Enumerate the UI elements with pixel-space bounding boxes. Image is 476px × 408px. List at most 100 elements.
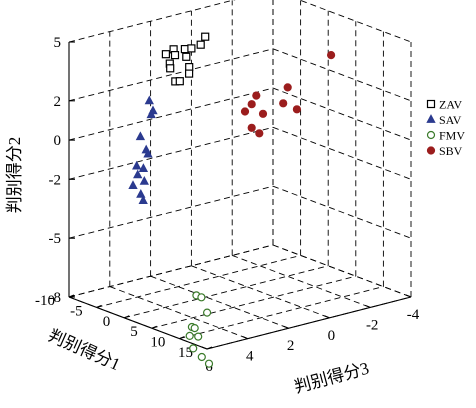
point-zav [196, 40, 205, 49]
grid-line [68, 244, 274, 298]
y-tick-mark [201, 346, 208, 350]
point-sav [139, 176, 149, 185]
point-fmv [189, 344, 198, 353]
legend-label-fmv: FMV [439, 129, 465, 143]
z-axis-label: 判别得分2 [5, 137, 24, 214]
grid-line [68, 87, 274, 141]
point-sbv [240, 107, 250, 116]
point-zav [170, 50, 180, 60]
legend-marker-sbv [426, 146, 436, 155]
point-sbv [247, 123, 256, 132]
data-markers [128, 32, 336, 368]
grid-line [272, 87, 412, 141]
x-tick-mark [96, 304, 102, 308]
y-tick-mark [324, 315, 330, 319]
axis-edges [68, 41, 412, 350]
point-sav [133, 169, 143, 179]
y-tick-label: 4 [246, 349, 254, 365]
grid-line [272, 126, 412, 180]
point-fmv [185, 331, 194, 340]
point-sbv [292, 105, 302, 114]
grid-lines [68, 0, 412, 350]
x-tick-label: 0 [103, 314, 111, 330]
point-sbv [279, 99, 288, 108]
point-sav [138, 195, 148, 205]
tick-labels: 520-2-5-8-10-50510156420-2-4 [35, 35, 420, 375]
point-fmv [197, 293, 206, 302]
z-tick-label: -2 [49, 172, 62, 188]
point-zav [187, 44, 196, 53]
grid-line [68, 48, 274, 102]
point-zav [185, 69, 194, 78]
point-zav [166, 64, 175, 73]
grid-line [68, 185, 274, 239]
x-tick-label: 5 [130, 324, 138, 340]
point-sbv [258, 109, 268, 118]
point-zav [201, 32, 210, 41]
x-axis-label: 判别得分1 [45, 326, 123, 374]
grid-line [151, 275, 356, 329]
y-tick-mark [283, 325, 289, 329]
x-tick-mark [151, 325, 158, 329]
z-tick-label: 2 [54, 94, 62, 110]
point-zav [161, 50, 170, 59]
y-tick-label: -4 [407, 307, 420, 323]
x-tick-mark [123, 315, 130, 319]
point-sbv [283, 83, 292, 92]
x-axis-line [68, 296, 208, 350]
grid-line [179, 286, 384, 340]
point-sav [138, 163, 149, 173]
point-sav [143, 148, 153, 158]
legend-marker-sav [426, 114, 436, 123]
point-fmv [197, 352, 206, 362]
point-fmv [194, 332, 203, 341]
point-sav [146, 109, 156, 119]
grid-line [272, 48, 412, 102]
point-fmv [204, 359, 214, 368]
y-tick-mark [364, 304, 371, 308]
z-tick-label: 5 [54, 35, 62, 51]
point-sbv [252, 91, 261, 100]
x-tick-label: 10 [150, 335, 165, 351]
x-tick-label: -5 [70, 303, 83, 319]
x-tick-label: -10 [35, 293, 55, 309]
z-tick-label: 0 [54, 133, 62, 149]
point-sav [128, 180, 138, 190]
point-zav [175, 77, 184, 86]
point-sav [135, 131, 146, 141]
legend-marker-zav [426, 99, 436, 109]
grid-line [68, 126, 274, 180]
legend-label-sav: SAV [439, 113, 462, 127]
grid-line [298, 0, 412, 43]
point-sbv [247, 100, 256, 109]
grid-line [191, 265, 330, 319]
z-tick-label: -8 [49, 290, 62, 306]
y-axis-label: 判别得分3 [292, 359, 371, 397]
x-tick-mark [206, 346, 213, 350]
point-fmv [203, 308, 212, 317]
y-tick-label: 2 [287, 338, 295, 354]
grid-line [232, 254, 371, 308]
point-sav [132, 160, 142, 170]
point-sbv [255, 129, 264, 138]
legend-label-zav: ZAV [439, 98, 462, 112]
grid-line [150, 275, 289, 329]
y-tick-mark [242, 336, 249, 340]
point-fmv [190, 324, 199, 333]
x-tick-mark [179, 336, 185, 340]
grid-line [68, 0, 236, 43]
grid-line [272, 185, 412, 239]
y-tick-mark [405, 294, 412, 298]
z-tick-label: -5 [49, 231, 62, 247]
point-sav [136, 189, 146, 198]
point-zav [182, 52, 191, 61]
legend-label-sbv: SBV [439, 144, 463, 158]
point-sbv [327, 50, 336, 60]
x-tick-mark [68, 294, 75, 298]
y-axis-line [206, 296, 412, 350]
grid-line [272, 244, 412, 298]
grid-line [124, 265, 329, 319]
point-sav [144, 95, 154, 105]
